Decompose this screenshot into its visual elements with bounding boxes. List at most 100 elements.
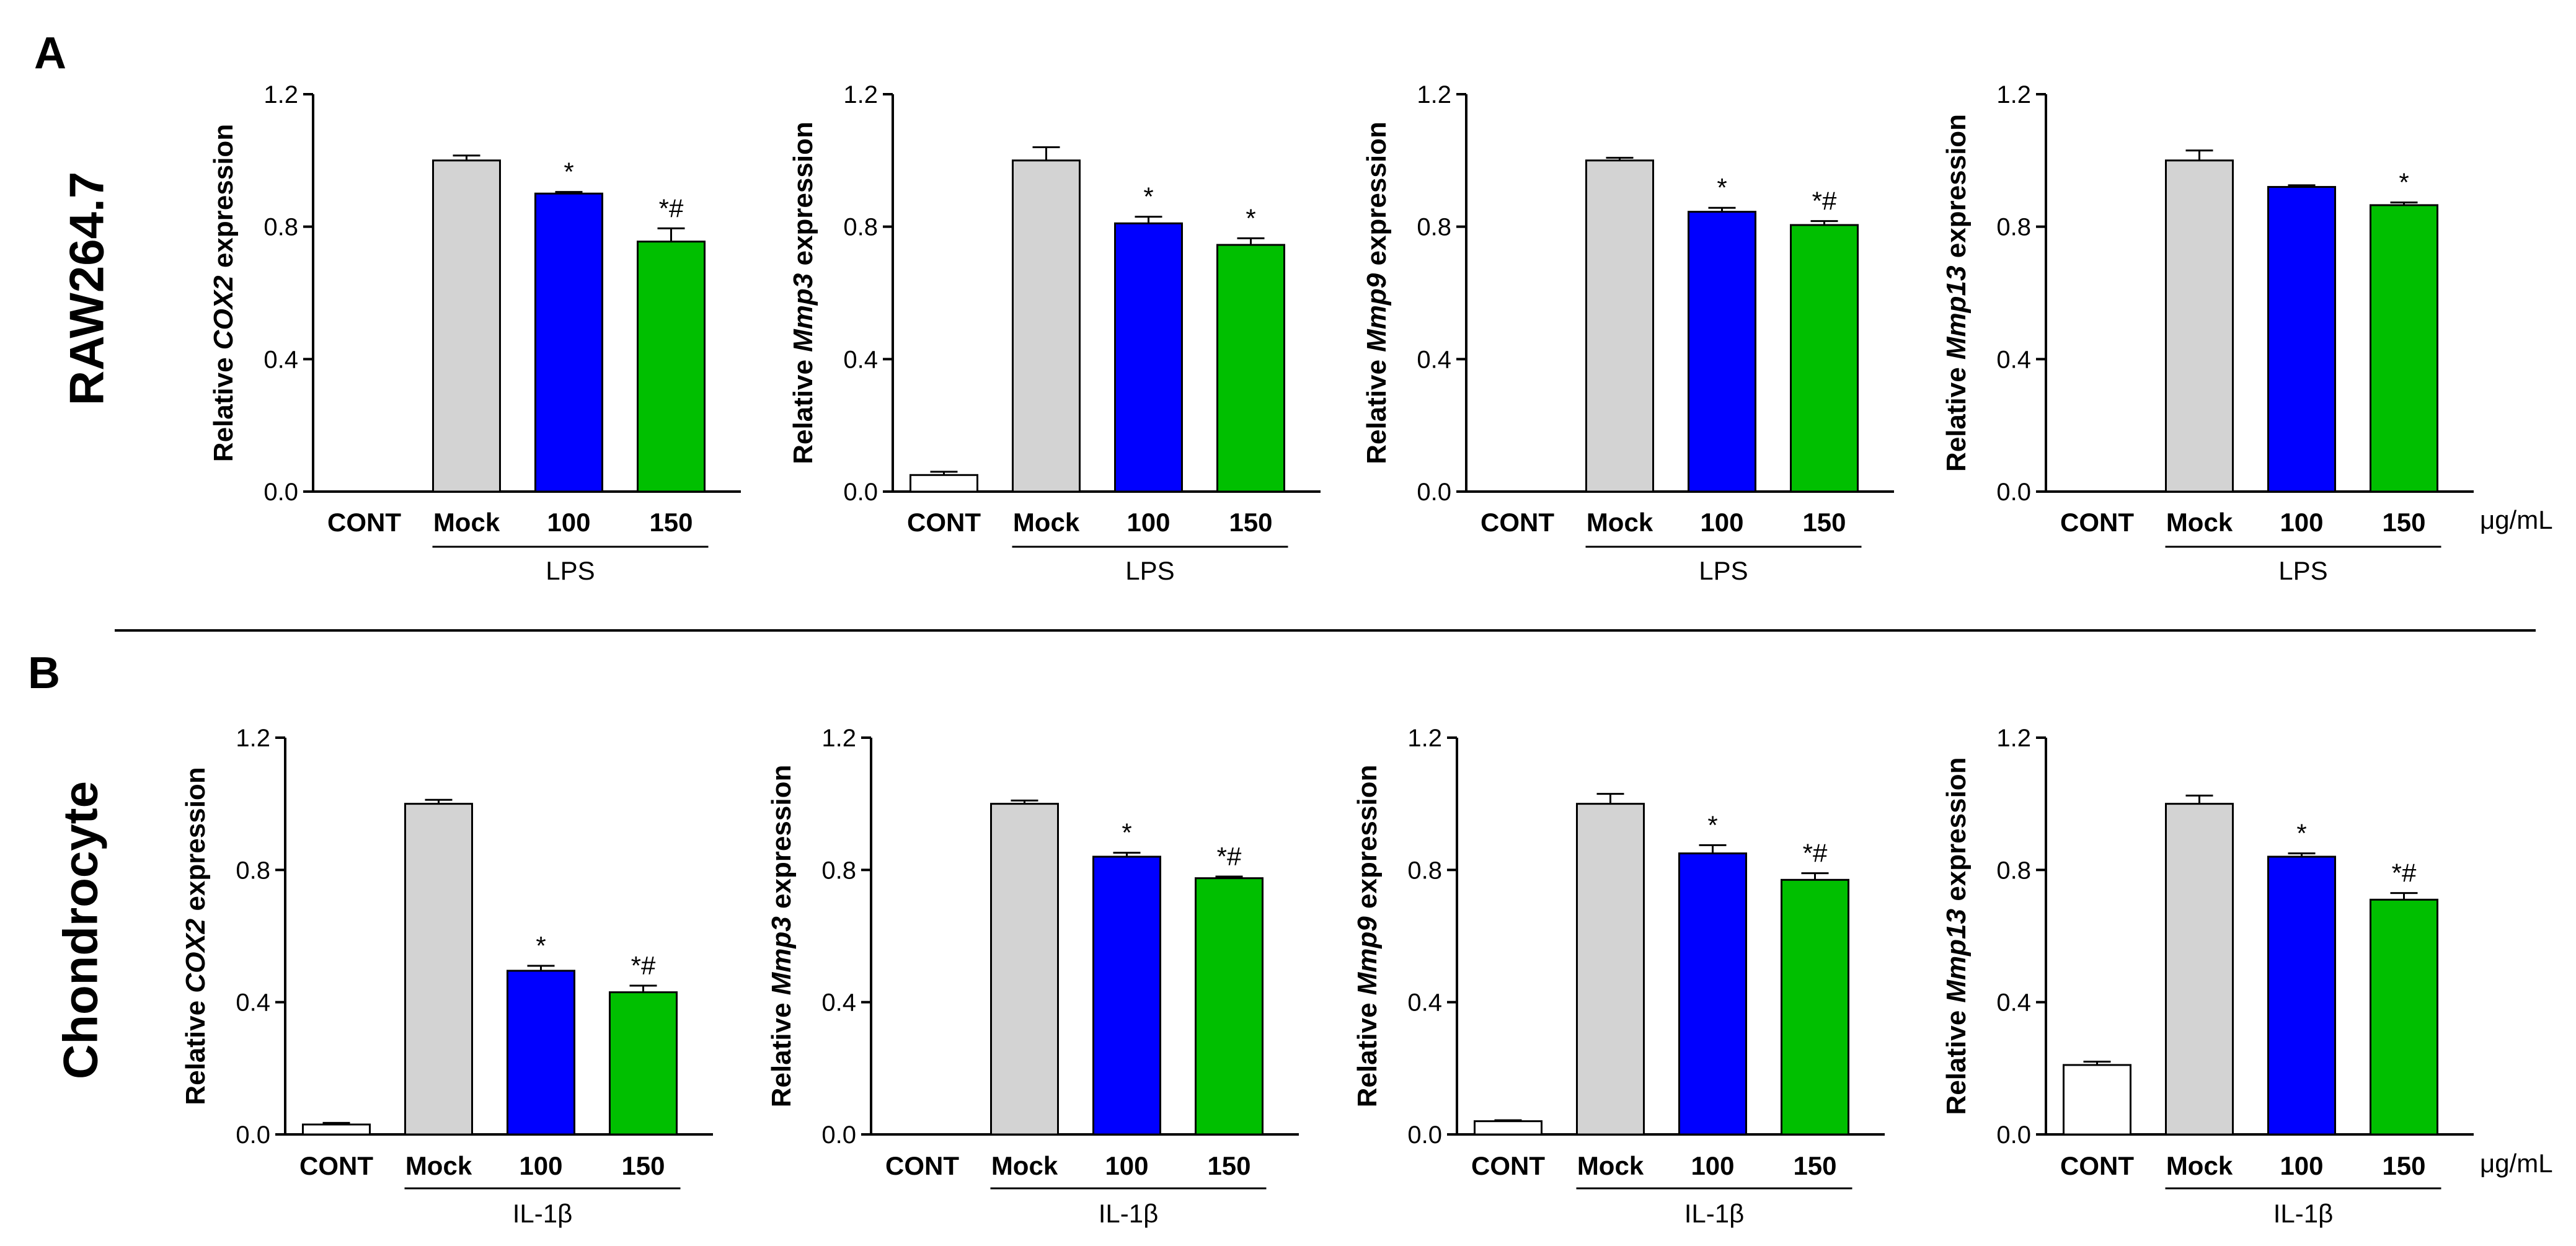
panel-letter-b: B [28,648,60,698]
chart-4-bar-Mock [404,803,473,1136]
chart-1-xtick-label-Mock: Mock [1013,508,1080,537]
chart-6-xtick-label-150: 150 [1793,1151,1836,1180]
chart-4-bar-150 [609,991,678,1136]
chart-2-annotation-100: * [1717,173,1727,202]
chart-5-annotation-100: * [1122,818,1131,847]
chart-4-annotation-150: *# [631,951,656,980]
chart-3-xtick-label-150: 150 [2382,508,2425,537]
chart-5-ytick-label-2: 0.8 [821,857,856,884]
chart-2-ylabel: Relative Mmp9 expression [1361,122,1392,464]
chart-6-ytick-label-2: 0.8 [1407,857,1442,884]
chart-1-xtick-label-150: 150 [1229,508,1272,537]
chart-3-bar-Mock [2165,159,2234,493]
chart-5-ytick-label-0: 0.0 [821,1121,856,1149]
chart-1-ytick-label-2: 0.8 [843,214,878,241]
chart-1-ylabel: Relative Mmp3 expression [788,122,818,464]
chart-7-xtick-label-Mock: Mock [2166,1151,2233,1180]
chart-6-ytick-label-3: 1.2 [1407,725,1442,752]
chart-7-ytick-label-0: 0.0 [1996,1121,2031,1149]
chart-6-xtick-label-100: 100 [1691,1151,1734,1180]
chart-4-ytick-label-1: 0.4 [236,989,270,1017]
chart-4-ylabel-suffix: expression [180,767,211,919]
chart-4-ylabel-prefix: Relative [180,993,211,1105]
chart-3-unit-label: μg/mL [2480,505,2553,534]
chart-4-bar-100 [507,970,575,1136]
chart-7-ylabel: Relative Mmp13 expression [1941,757,1972,1115]
chart-0-bar-150 [637,241,706,493]
chart-5-ylabel-prefix: Relative [766,995,797,1107]
chart-2-xtick-label-150: 150 [1802,508,1846,537]
chart-0-bar-Mock [432,159,501,493]
chart-5-xtick-label-100: 100 [1105,1151,1148,1180]
chart-7-ylabel-prefix: Relative [1941,1003,1972,1115]
chart-5-xtick-label-Mock: Mock [991,1151,1058,1180]
chart-7-annotation-100: * [2296,819,2306,848]
chart-3-ylabel: Relative Mmp13 expression [1941,114,1972,472]
chart-7-bar-100 [2267,855,2336,1136]
chart-3-ytick-label-2: 0.8 [1996,214,2031,241]
chart-2-group-label: LPS [1699,556,1748,585]
chart-2-xtick-label-CONT: CONT [1481,508,1554,537]
chart-6-ylabel-suffix: expression [1352,765,1383,917]
chart-1-bar-150 [1216,244,1285,493]
chart-6-bar-150 [1781,878,1849,1136]
chart-0-bar-100 [534,192,603,493]
chart-3-bar-100 [2267,186,2336,493]
chart-0-xtick-label-Mock: Mock [433,508,500,537]
chart-6-xtick-label-Mock: Mock [1577,1151,1644,1180]
chart-7-xtick-label-100: 100 [2280,1151,2323,1180]
chart-4-ytick-label-3: 1.2 [236,725,270,752]
chart-1-bar-Mock [1012,159,1081,493]
chart-3-ylabel-suffix: expression [1941,114,1972,266]
chart-0-xtick-label-CONT: CONT [327,508,401,537]
chart-4-annotation-100: * [536,931,546,960]
chart-4-ylabel-gene: COX2 [180,918,211,992]
chart-7-group-label: IL-1β [2273,1199,2334,1228]
panel-letter-a: A [34,29,66,78]
chart-2-ylabel-suffix: expression [1361,122,1392,273]
chart-7-xtick-label-150: 150 [2382,1151,2425,1180]
chart-3-bar-150 [2370,204,2438,493]
chart-5-ytick-label-1: 0.4 [821,989,856,1017]
chart-4-xtick-label-100: 100 [519,1151,562,1180]
chart-5-bar-150 [1195,877,1264,1136]
chart-4-ylabel: Relative COX2 expression [180,767,211,1105]
chart-2-xtick-label-Mock: Mock [1587,508,1653,537]
chart-1-annotation-150: * [1246,203,1255,232]
chart-3-ylabel-gene: Mmp13 [1941,265,1972,360]
chart-0-ylabel: Relative COX2 expression [208,124,239,462]
chart-4-ytick-label-0: 0.0 [236,1121,270,1149]
chart-0-group-label: LPS [546,556,595,585]
chart-1-xtick-label-CONT: CONT [907,508,981,537]
chart-5-ylabel: Relative Mmp3 expression [766,765,797,1108]
chart-2-ytick-label-0: 0.0 [1417,479,1451,506]
chart-6-xtick-label-CONT: CONT [1471,1151,1545,1180]
chart-7-unit-label: μg/mL [2480,1149,2553,1178]
chart-5-xtick-label-150: 150 [1207,1151,1250,1180]
chart-0-ylabel-suffix: expression [208,124,239,276]
chart-2-ylabel-gene: Mmp9 [1361,273,1392,352]
chart-0-ytick-label-2: 0.8 [263,214,298,241]
chart-7-ylabel-suffix: expression [1941,757,1972,909]
chart-5-annotation-150: *# [1217,842,1242,871]
chart-1-ytick-label-1: 0.4 [843,346,878,373]
chart-4-bar-CONT [302,1123,371,1136]
chart-2-ytick-label-2: 0.8 [1417,214,1451,241]
chart-5-group-label: IL-1β [1099,1199,1159,1228]
chart-5-bar-100 [1092,855,1161,1136]
chart-7-ytick-label-2: 0.8 [1996,857,2031,884]
chart-7-bar-CONT [2063,1064,2131,1136]
chart-3-xtick-label-100: 100 [2280,508,2323,537]
chart-1-ytick-label-0: 0.0 [843,479,878,506]
chart-3-ytick-label-1: 0.4 [1996,346,2031,373]
chart-1-group-label: LPS [1125,556,1174,585]
chart-7-bar-Mock [2165,803,2234,1136]
chart-2-ytick-label-3: 1.2 [1417,81,1451,108]
chart-0-ytick-label-1: 0.4 [263,346,298,373]
chart-6-annotation-100: * [1707,810,1717,839]
chart-3-annotation-150: * [2399,168,2409,197]
chart-1-ylabel-prefix: Relative [788,352,818,464]
chart-6-ylabel: Relative Mmp9 expression [1352,765,1383,1108]
